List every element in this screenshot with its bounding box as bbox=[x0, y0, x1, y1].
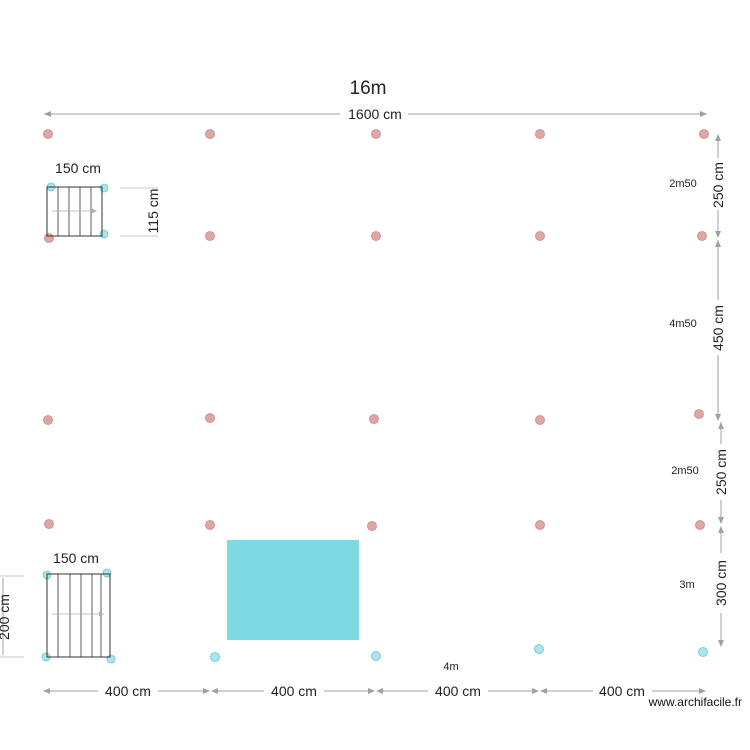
right-dim-1: 250 cm bbox=[710, 162, 726, 208]
stair2-height-label: 200 cm bbox=[0, 594, 12, 640]
circle-pillar-icon bbox=[371, 651, 381, 661]
arrowhead-icon bbox=[203, 688, 210, 694]
right-dim-2: 450 cm bbox=[710, 305, 726, 351]
circle-pillar-icon bbox=[534, 644, 544, 654]
arrowhead-icon bbox=[718, 517, 724, 524]
circle-pillar-icon bbox=[699, 129, 709, 139]
circle-pillar-icon bbox=[106, 654, 116, 664]
arrowhead-icon bbox=[715, 134, 721, 141]
circle-pillar-icon bbox=[535, 231, 545, 241]
arrowhead-icon bbox=[43, 688, 50, 694]
circle-pillar-icon bbox=[99, 183, 109, 193]
bottom-text-4m: 4m bbox=[443, 661, 458, 673]
stair2-width-label: 150 cm bbox=[53, 550, 99, 566]
right-text-4: 3m bbox=[679, 579, 694, 591]
stair1-width-label: 150 cm bbox=[55, 160, 101, 176]
right-text-2: 4m50 bbox=[669, 318, 697, 330]
circle-pillar-icon bbox=[43, 129, 53, 139]
arrowhead-icon bbox=[376, 688, 383, 694]
room-block bbox=[227, 540, 359, 640]
arrowhead-icon bbox=[699, 688, 706, 694]
plan-title: 16m bbox=[350, 78, 387, 99]
right-text-3: 2m50 bbox=[671, 465, 699, 477]
circle-pillar-icon bbox=[44, 233, 54, 243]
circle-pillar-icon bbox=[695, 520, 705, 530]
staircase-icon bbox=[0, 573, 111, 658]
circle-pillar-icon bbox=[205, 129, 215, 139]
bottom-dimension-arrows bbox=[43, 688, 706, 694]
arrowhead-icon bbox=[715, 240, 721, 247]
circle-pillar-icon bbox=[535, 520, 545, 530]
bottom-dim-4: 400 cm bbox=[599, 683, 645, 699]
bottom-dim-3: 400 cm bbox=[435, 683, 481, 699]
arrowhead-icon bbox=[700, 111, 707, 117]
right-dim-4: 300 cm bbox=[713, 560, 729, 606]
arrowhead-icon bbox=[715, 414, 721, 421]
circle-pillar-icon bbox=[43, 415, 53, 425]
circle-pillar-icon bbox=[44, 519, 54, 529]
top-dimension: 1600 cm bbox=[44, 106, 707, 122]
arrowhead-icon bbox=[368, 688, 375, 694]
pillar-grid bbox=[43, 129, 709, 531]
right-dim-3: 250 cm bbox=[713, 449, 729, 495]
staircase-icon bbox=[46, 186, 158, 237]
arrowhead-icon bbox=[718, 640, 724, 647]
circle-pillar-icon bbox=[535, 415, 545, 425]
circle-pillar-icon bbox=[205, 413, 215, 423]
circle-pillar-icon bbox=[697, 231, 707, 241]
circle-pillar-icon bbox=[210, 652, 220, 662]
arrowhead-icon bbox=[532, 688, 539, 694]
circle-pillar-icon bbox=[205, 520, 215, 530]
arrowhead-icon bbox=[718, 422, 724, 429]
right-dimension-arrows bbox=[715, 134, 724, 647]
circle-pillar-icon bbox=[102, 568, 112, 578]
circle-pillar-icon bbox=[205, 231, 215, 241]
circle-pillar-icon bbox=[371, 129, 381, 139]
stair1-height-label: 115 cm bbox=[145, 189, 161, 234]
arrowhead-icon bbox=[211, 688, 218, 694]
bottom-dim-2: 400 cm bbox=[271, 683, 317, 699]
circle-pillar-icon bbox=[99, 229, 109, 239]
arrowhead-icon bbox=[540, 688, 547, 694]
arrowhead-icon bbox=[44, 111, 51, 117]
circle-pillar-icon bbox=[371, 231, 381, 241]
circle-pillar-icon bbox=[698, 647, 708, 657]
circle-pillar-icon bbox=[694, 409, 704, 419]
circle-pillar-icon bbox=[535, 129, 545, 139]
cyan-pillars bbox=[41, 182, 708, 664]
bottom-dim-1: 400 cm bbox=[105, 683, 151, 699]
top-width-label: 1600 cm bbox=[348, 106, 402, 122]
watermark: www.archifacile.fr bbox=[648, 695, 742, 709]
arrowhead-icon bbox=[718, 526, 724, 533]
circle-pillar-icon bbox=[367, 521, 377, 531]
arrowhead-icon bbox=[715, 231, 721, 238]
circle-pillar-icon bbox=[369, 414, 379, 424]
right-text-1: 2m50 bbox=[669, 178, 697, 190]
